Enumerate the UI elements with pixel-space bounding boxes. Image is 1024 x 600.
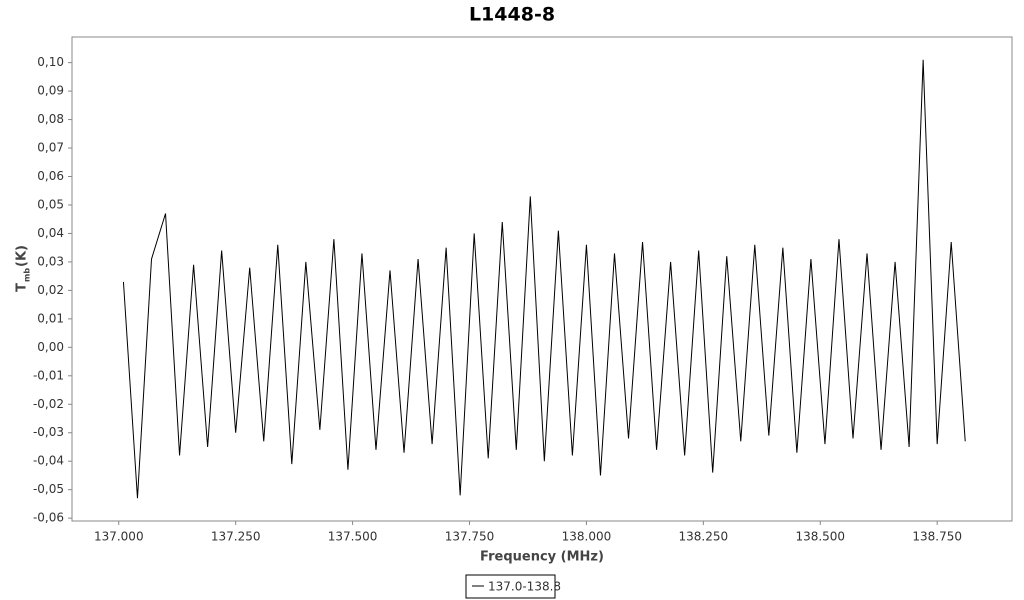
y-tick-label: -0,02 (33, 397, 64, 411)
y-tick-label: 0,01 (37, 311, 64, 325)
data-line (122, 59, 966, 499)
y-label-unit: (K) (15, 245, 30, 267)
x-tick-label: 137.250 (211, 530, 261, 544)
x-tick-label: 138.750 (912, 530, 962, 544)
chart-title: L1448-8 (469, 4, 555, 26)
y-label-sub: mb (23, 268, 32, 282)
x-tick-label: 138.500 (795, 530, 845, 544)
legend-box (465, 574, 556, 599)
y-tick-label: 0,00 (37, 340, 64, 354)
y-tick-label: 0,02 (37, 283, 64, 297)
x-tick-label: 138.250 (679, 530, 729, 544)
y-tick-label: -0,04 (33, 454, 64, 468)
y-tick-label: 0,08 (37, 112, 64, 126)
y-tick-label: 0,09 (37, 84, 64, 98)
y-tick-label: 0,06 (37, 169, 64, 183)
legend-label: 137.0-138.8 (488, 580, 561, 594)
y-tick-label: 0,10 (37, 55, 64, 69)
y-tick-label: -0,05 (33, 482, 64, 496)
y-tick-label: 0,03 (37, 254, 64, 268)
y-tick-label: 0,04 (37, 226, 64, 240)
x-axis-label: Frequency (MHz) (480, 550, 604, 565)
x-tick-label: 138.000 (562, 530, 612, 544)
y-tick-label: 0,07 (37, 141, 64, 155)
x-tick-label: 137.000 (94, 530, 144, 544)
y-tick-label: 0,05 (37, 197, 64, 211)
y-tick-label: -0,01 (33, 368, 64, 382)
plot-frame (71, 36, 1013, 522)
x-tick-label: 137.750 (445, 530, 495, 544)
y-tick-label: -0,03 (33, 425, 64, 439)
x-tick-label: 137.500 (328, 530, 378, 544)
y-tick-label: -0,06 (33, 511, 64, 525)
y-label-main: T (15, 283, 30, 292)
y-axis-label: T mb (K) (15, 245, 32, 292)
